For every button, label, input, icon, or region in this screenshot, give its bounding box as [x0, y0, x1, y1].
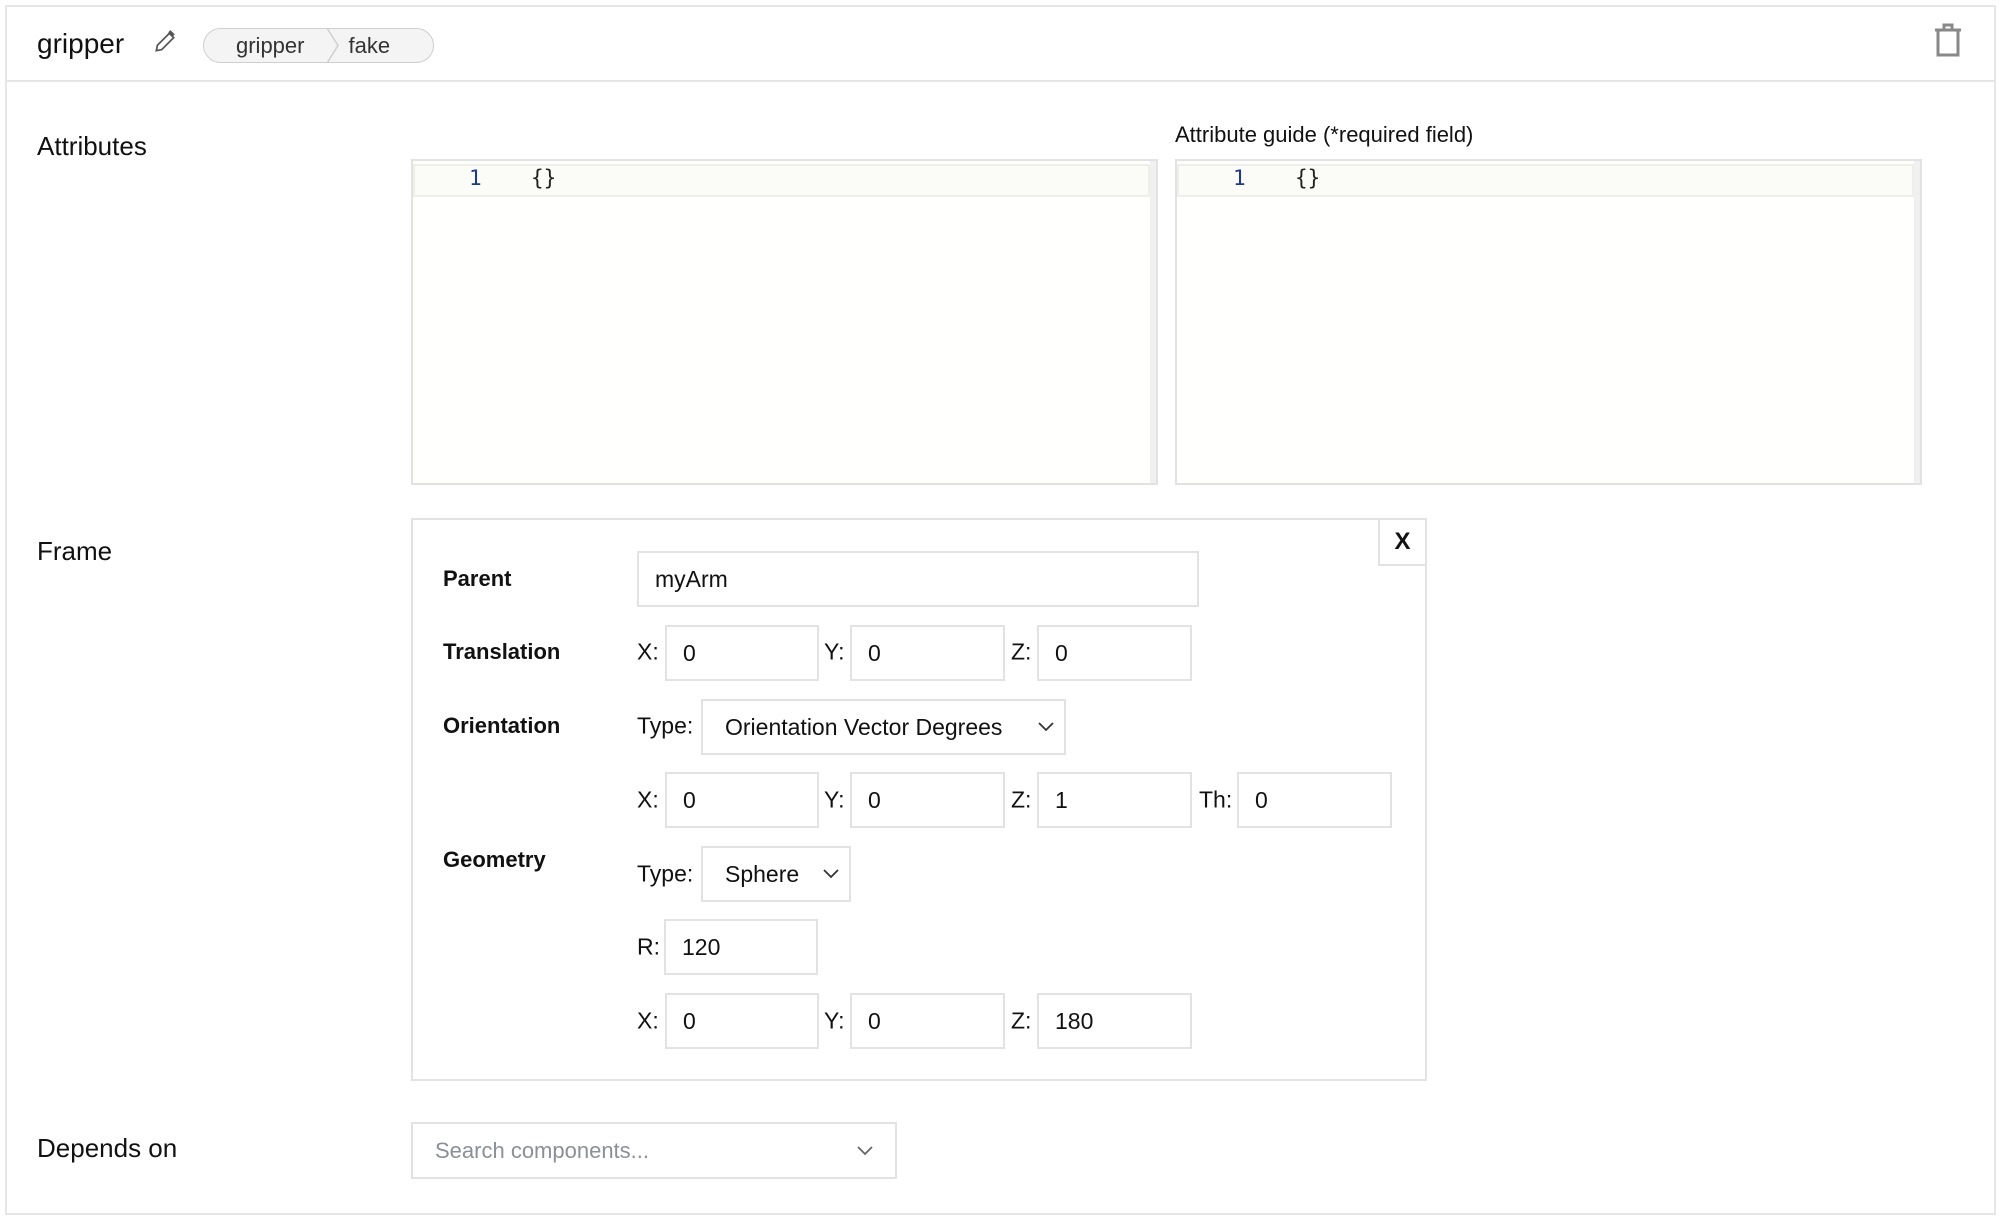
- geometry-type-select[interactable]: Sphere: [701, 846, 851, 902]
- code-text: {}: [531, 166, 557, 190]
- geometry-type-value: Sphere: [725, 860, 800, 887]
- current-line: [1177, 164, 1914, 197]
- orientation-type-select[interactable]: Orientation Vector Degrees: [701, 699, 1066, 755]
- trash-icon[interactable]: [1932, 22, 1964, 58]
- geometry-type-label: Type:: [637, 860, 694, 887]
- geometry-x-label: X:: [637, 1007, 659, 1034]
- translation-z-input[interactable]: 0: [1037, 625, 1192, 681]
- component-name: gripper: [37, 28, 125, 59]
- parent-input[interactable]: myArm: [637, 551, 1199, 607]
- search-components-input[interactable]: Search components...: [411, 1122, 897, 1179]
- geometry-x-input[interactable]: 0: [665, 993, 819, 1049]
- translation-x-label: X:: [637, 638, 659, 665]
- orientation-label: Orientation: [443, 713, 561, 738]
- chevron-down-icon: [823, 869, 839, 879]
- code-text: {}: [1295, 166, 1321, 190]
- scrollbar[interactable]: [1914, 161, 1920, 483]
- orientation-z-label: Z:: [1011, 786, 1032, 813]
- orientation-z-input[interactable]: 1: [1037, 772, 1192, 828]
- breadcrumb-item: fake: [348, 32, 391, 58]
- remove-frame-button[interactable]: X: [1378, 518, 1427, 566]
- orientation-y-label: Y:: [824, 786, 845, 813]
- breadcrumb-separator: [327, 29, 340, 62]
- breadcrumb-item: gripper: [236, 32, 305, 58]
- orientation-type-label: Type:: [637, 712, 694, 739]
- orientation-type-value: Orientation Vector Degrees: [725, 713, 1003, 740]
- attribute-guide-editor[interactable]: 1 {}: [1175, 159, 1922, 485]
- attribute-guide-label: Attribute guide (*required field): [1175, 122, 1474, 147]
- geometry-z-label: Z:: [1011, 1007, 1032, 1034]
- orientation-x-label: X:: [637, 786, 659, 813]
- translation-y-input[interactable]: 0: [850, 625, 1005, 681]
- parent-label: Parent: [443, 566, 512, 591]
- translation-x-input[interactable]: 0: [665, 625, 819, 681]
- geometry-y-label: Y:: [824, 1007, 845, 1034]
- current-line: [413, 164, 1150, 197]
- orientation-th-input[interactable]: 0: [1237, 772, 1392, 828]
- depends-on-label: Depends on: [37, 1133, 178, 1163]
- chevron-down-icon: [857, 1145, 873, 1155]
- translation-label: Translation: [443, 639, 561, 664]
- geometry-r-label: R:: [637, 933, 660, 960]
- chevron-down-icon: [1038, 722, 1054, 732]
- component-card: [5, 5, 1996, 1215]
- search-placeholder: Search components...: [435, 1137, 650, 1163]
- frame-label: Frame: [37, 536, 113, 566]
- geometry-y-input[interactable]: 0: [850, 993, 1005, 1049]
- line-number: 1: [469, 166, 482, 190]
- orientation-x-input[interactable]: 0: [665, 772, 819, 828]
- orientation-y-input[interactable]: 0: [850, 772, 1005, 828]
- translation-y-label: Y:: [824, 638, 845, 665]
- breadcrumb: gripper fake: [203, 28, 434, 63]
- geometry-z-input[interactable]: 180: [1037, 993, 1192, 1049]
- attributes-editor[interactable]: 1 {}: [411, 159, 1158, 485]
- translation-z-label: Z:: [1011, 638, 1032, 665]
- orientation-th-label: Th:: [1199, 786, 1233, 813]
- pencil-icon[interactable]: [152, 29, 178, 55]
- line-number: 1: [1233, 166, 1246, 190]
- scrollbar[interactable]: [1150, 161, 1156, 483]
- frame-panel: [411, 518, 1427, 1081]
- header-divider: [5, 80, 1996, 82]
- geometry-label: Geometry: [443, 847, 546, 872]
- attributes-label: Attributes: [37, 131, 147, 161]
- geometry-r-input[interactable]: 120: [664, 919, 818, 975]
